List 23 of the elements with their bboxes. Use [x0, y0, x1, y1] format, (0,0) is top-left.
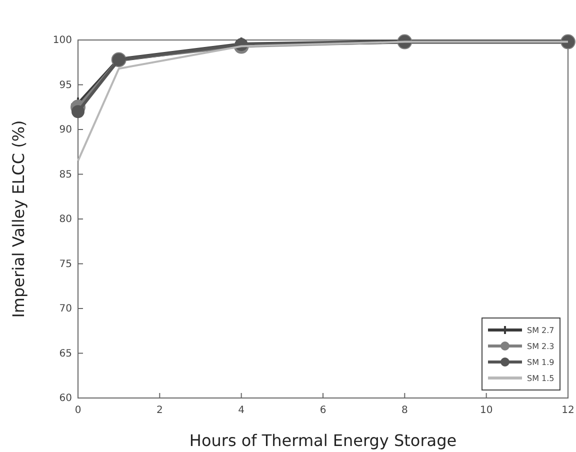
x-tick-label: 0	[74, 405, 82, 416]
y-tick-label: 70	[59, 304, 72, 315]
y-tick-label: 60	[59, 393, 72, 404]
x-tick-label: 10	[480, 405, 493, 416]
y-tick-label: 90	[59, 124, 72, 136]
y-tick-label: 85	[59, 169, 72, 180]
y-tick-label: 100	[52, 35, 72, 46]
x-tick-label: 6	[320, 405, 326, 416]
x-tick-label: 8	[401, 405, 408, 416]
y-tick-label: 95	[59, 80, 72, 91]
legend-label: SM 2.7	[527, 326, 554, 335]
x-tick-label: 4	[238, 405, 245, 416]
legend-label: SM 1.5	[527, 374, 554, 383]
y-tick-label: 80	[59, 214, 72, 226]
y-tick-label: 75	[59, 258, 72, 270]
x-axis-title: Hours of Thermal Energy Storage	[189, 431, 457, 450]
legend-label: SM 2.3	[527, 342, 554, 351]
x-tick-label: 2	[156, 405, 163, 416]
y-tick-label: 65	[59, 348, 72, 360]
point	[72, 105, 84, 118]
legend-label: SM 1.9	[527, 358, 554, 367]
y-axis-title: Imperial Valley ELCC (%)	[9, 120, 28, 318]
x-tick-label: 12	[562, 405, 574, 416]
